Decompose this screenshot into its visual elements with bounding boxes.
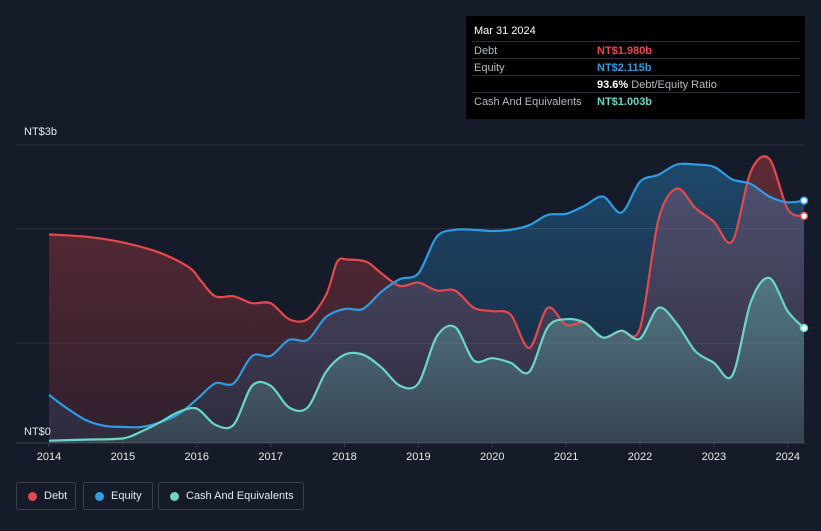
legend-item-cash[interactable]: Cash And Equivalents (158, 482, 304, 510)
tooltip-label-cash: Cash And Equivalents (474, 96, 582, 108)
hover-tooltip: Mar 31 2024 Debt NT$1.980b Equity NT$2.1… (466, 16, 805, 119)
equity-end-marker (799, 196, 809, 205)
x-tick-label: 2016 (185, 451, 209, 463)
tooltip-row-ratio: 93.6% Debt/Equity Ratio (472, 75, 799, 93)
tooltip-label-equity: Equity (474, 62, 505, 74)
debt-line (48, 155, 805, 349)
x-tick-label: 2018 (332, 451, 356, 463)
y-axis-top-label: NT$3b (24, 126, 57, 138)
x-tick-label: 2015 (111, 451, 135, 463)
debt-end-marker (799, 211, 809, 221)
cash-end-marker (799, 323, 809, 333)
legend-item-debt[interactable]: Debt (16, 482, 76, 510)
y-axis-bottom-label: NT$0 (24, 426, 51, 438)
end-markers (799, 196, 809, 333)
x-tick-label: 2017 (258, 451, 282, 463)
tooltip-row-debt: Debt NT$1.980b (472, 41, 799, 59)
x-tick-label: 2024 (776, 451, 800, 463)
x-tick-label: 2020 (480, 451, 504, 463)
legend-dot-cash (170, 492, 179, 501)
tooltip-date: Mar 31 2024 (474, 25, 536, 37)
legend-dot-equity (95, 492, 104, 501)
legend-label-equity: Equity (111, 490, 142, 502)
tooltip-ratio: 93.6% Debt/Equity Ratio (597, 79, 717, 91)
x-tick-label: 2023 (702, 451, 726, 463)
legend-item-equity[interactable]: Equity (83, 482, 153, 510)
tooltip-value-debt: NT$1.980b (597, 45, 653, 57)
series-lines (48, 155, 805, 442)
tooltip-row-equity: Equity NT$2.115b (472, 58, 799, 76)
cash-area (49, 277, 804, 443)
series-areas (49, 156, 804, 444)
x-tick-label: 2014 (37, 451, 61, 463)
x-tick-label: 2022 (628, 451, 652, 463)
legend-label-cash: Cash And Equivalents (186, 490, 294, 502)
x-tick-label: 2019 (406, 451, 430, 463)
tooltip-label-debt: Debt (474, 45, 498, 57)
legend-dot-debt (28, 492, 37, 501)
tooltip-ratio-value: 93.6% (597, 79, 629, 91)
tooltip-row-cash: Cash And Equivalents NT$1.003b (472, 92, 799, 110)
tooltip-ratio-label: Debt/Equity Ratio (631, 79, 717, 91)
x-tick-label: 2021 (554, 451, 578, 463)
legend-label-debt: Debt (44, 490, 68, 502)
equity-line (48, 162, 805, 429)
cash-line (48, 276, 805, 442)
tooltip-value-equity: NT$2.115b (597, 62, 652, 74)
axis-labels: NT$3b NT$0 2014 2015 2016 2017 2018 2019 2020 2… (24, 126, 800, 463)
tooltip-value-cash: NT$1.003b (597, 96, 653, 108)
